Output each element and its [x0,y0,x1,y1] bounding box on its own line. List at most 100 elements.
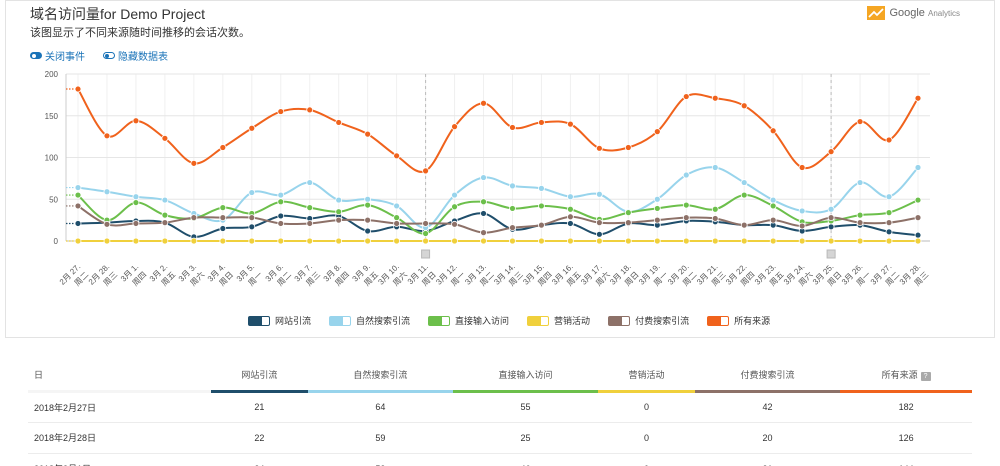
data-point [769,127,777,135]
data-point [624,219,632,227]
data-point [480,174,487,181]
column-header[interactable]: 所有来源? [840,360,972,393]
y-tick-label: 150 [45,112,59,121]
data-point [219,237,227,245]
data-point [885,136,893,144]
data-point [682,214,690,222]
data-point [885,193,893,201]
toggle-events[interactable]: 关闭事件 [30,48,85,63]
data-point [480,198,487,206]
data-point [769,202,777,210]
column-header[interactable]: 直接输入访问 [452,360,599,393]
legend-swatch-icon [248,315,270,326]
data-point [769,216,777,224]
cell-value: 21 [694,453,841,466]
data-point [567,205,574,213]
y-tick-label: 50 [49,195,58,204]
data-point [103,237,111,245]
data-point [393,220,401,227]
data-point [277,191,285,199]
table-row: 2018年3月1日245346021144 [28,453,972,466]
data-point [827,205,835,213]
legend-item-5[interactable]: 所有来源 [707,314,770,327]
data-point [422,167,429,175]
cell-value: 21 [210,391,308,423]
data-point [856,211,864,219]
toggle-data-table[interactable]: 隐藏数据表 [103,48,168,63]
help-icon[interactable]: ? [920,372,931,382]
y-tick-label: 0 [54,237,59,246]
data-point [567,237,574,245]
data-point [538,221,545,229]
data-point [624,209,632,217]
data-point [248,237,256,245]
column-header[interactable]: 网站引流 [210,360,308,393]
table-row: 2018年2月28日 22 59 25 0 20 126 [28,422,972,454]
data-point [335,208,343,216]
data-point [364,195,372,203]
data-point [190,159,198,167]
data-point [653,237,661,245]
data-point [74,184,82,191]
data-point [567,220,574,227]
data-point [509,237,516,245]
column-header[interactable]: 付费搜索引流 [694,360,841,393]
legend-item-2[interactable]: 直接输入访问 [428,314,509,327]
legend-item-1[interactable]: 自然搜索引流 [329,314,410,327]
table-header-row: 日 网站引流 自然搜索引流 直接输入访问 营销活动 付费搜索引流 所有来源? [28,360,972,393]
column-header[interactable]: 营销活动 [598,360,695,393]
data-point [595,190,603,198]
data-point [277,108,285,115]
data-point [624,237,632,245]
data-point [827,148,835,156]
data-point [856,118,864,125]
y-tick-label: 200 [45,70,59,79]
series-line-1 [77,166,919,229]
data-point [480,237,487,245]
data-point [653,216,661,224]
cell-value: 22 [210,422,308,454]
data-point [567,193,574,201]
data-point [219,204,227,212]
data-point [74,202,82,210]
column-header-label: 日 [34,370,44,381]
data-point [538,184,545,192]
column-header[interactable]: 自然搜索引流 [307,360,453,393]
cell-value: 0 [598,453,695,466]
data-point [306,204,314,212]
data-point [277,212,285,220]
cell-value: 55 [452,391,599,423]
legend-label: 网站引流 [275,316,312,326]
data-point [74,220,82,227]
data-point [480,210,487,217]
data-point [219,144,227,151]
column-header-date[interactable]: 日 [28,360,211,393]
data-point [827,237,835,245]
data-point [364,237,372,245]
data-point [422,230,429,237]
data-point [103,188,111,196]
data-point [538,237,545,245]
cell-value: 53 [307,453,453,466]
data-point [798,222,806,230]
column-header-label: 直接输入访问 [498,370,553,381]
data-point [885,209,893,217]
legend-item-0[interactable]: 网站引流 [248,314,311,327]
data-point [132,220,140,227]
data-point [509,182,516,190]
data-point [653,195,661,203]
data-point [509,124,516,131]
data-point [335,216,343,224]
data-point [393,202,401,210]
legend-item-3[interactable]: 营销活动 [527,314,590,327]
data-point [451,237,458,245]
data-point [740,221,748,229]
data-point [624,144,632,151]
data-point [306,179,314,186]
data-point [538,202,545,210]
data-point [132,193,140,201]
legend-item-4[interactable]: 付费搜索引流 [608,314,689,327]
data-point [74,191,82,199]
legend-label: 付费搜索引流 [635,316,690,326]
